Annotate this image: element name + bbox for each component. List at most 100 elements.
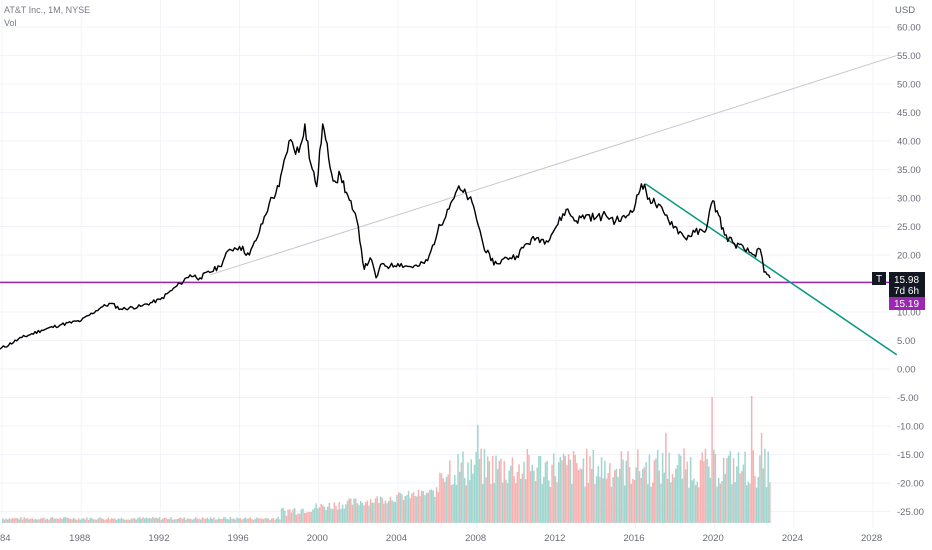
volume-bar bbox=[524, 479, 527, 523]
volume-bar bbox=[736, 466, 738, 523]
volume-bar bbox=[308, 512, 311, 523]
volume-bar bbox=[209, 517, 212, 523]
x-axis[interactable]: 84 1988 1992 1996 2000 2004 2008 2012 2016 2020 20… bbox=[0, 533, 882, 544]
volume-bar bbox=[143, 518, 146, 523]
y-tick-label: 20.00 bbox=[897, 251, 921, 262]
trend-line[interactable] bbox=[644, 183, 898, 356]
volume-bar bbox=[513, 476, 515, 523]
volume-bar bbox=[330, 508, 332, 523]
volume-bar bbox=[678, 453, 680, 523]
volume-bar bbox=[59, 517, 62, 523]
volume-bar bbox=[463, 477, 466, 523]
volume-bar bbox=[391, 500, 393, 523]
trend-segment[interactable] bbox=[644, 183, 898, 356]
volume-bar bbox=[289, 509, 291, 523]
volume-bar bbox=[54, 518, 57, 523]
volume-bar bbox=[698, 487, 700, 523]
volume-bar bbox=[455, 484, 458, 523]
volume-bar bbox=[38, 519, 40, 523]
volume-bar bbox=[749, 483, 751, 523]
ray-line[interactable] bbox=[209, 55, 897, 276]
volume-bar bbox=[145, 517, 148, 523]
volume-bar bbox=[274, 519, 276, 523]
volume-bar bbox=[615, 468, 618, 523]
chart-legend[interactable]: AT&T Inc., 1M, NYSE Vol bbox=[4, 4, 90, 30]
volume-bar bbox=[16, 518, 19, 523]
volume-bar bbox=[714, 453, 717, 523]
volume-bar bbox=[153, 517, 156, 523]
volume-bar bbox=[346, 500, 349, 523]
volume-bar bbox=[556, 482, 558, 523]
volume-bar bbox=[325, 509, 327, 523]
volume-bar bbox=[604, 460, 606, 523]
volume-bar bbox=[298, 513, 301, 523]
volume-bar bbox=[285, 515, 288, 523]
volume-bar bbox=[310, 511, 312, 523]
volume-bar bbox=[331, 509, 334, 523]
volume-bar bbox=[632, 478, 634, 523]
volume-bar bbox=[33, 519, 35, 523]
volume-bar bbox=[468, 480, 471, 523]
volume-bar bbox=[505, 479, 507, 523]
volume-bar bbox=[605, 478, 608, 523]
volume-bar bbox=[105, 519, 108, 523]
volume-bar bbox=[709, 477, 712, 523]
volume-bar bbox=[444, 481, 446, 523]
volume-bar bbox=[350, 498, 352, 523]
volume-bar bbox=[427, 492, 430, 523]
volume-bar bbox=[239, 518, 242, 523]
volume-bar bbox=[711, 396, 713, 523]
x-tick-label: 2016 bbox=[623, 533, 644, 544]
volume-bar bbox=[160, 519, 162, 523]
volume-bar bbox=[602, 478, 604, 523]
x-tick-label: 2028 bbox=[861, 533, 882, 544]
volume-bar bbox=[71, 519, 73, 523]
volume-label[interactable]: Vol bbox=[4, 18, 17, 28]
volume-bar bbox=[404, 496, 407, 523]
volume-bar bbox=[254, 518, 256, 523]
volume-bar bbox=[673, 477, 675, 523]
volume-bar bbox=[633, 480, 636, 523]
volume-bar bbox=[744, 451, 746, 523]
ray-segment[interactable] bbox=[209, 55, 897, 276]
volume-bar bbox=[23, 517, 25, 523]
volume-bar bbox=[13, 518, 16, 523]
volume-bar bbox=[571, 483, 573, 523]
x-tick-label: 2004 bbox=[386, 533, 407, 544]
volume-bar bbox=[696, 481, 698, 523]
volume-bar bbox=[620, 451, 623, 523]
volume-bar bbox=[745, 485, 748, 523]
volume-bar bbox=[595, 476, 598, 523]
volume-bar bbox=[590, 469, 593, 523]
volume-bar bbox=[594, 484, 596, 523]
volume-bar bbox=[516, 471, 519, 523]
volume-bar bbox=[706, 459, 708, 523]
volume-bar bbox=[739, 473, 741, 523]
volume-bar bbox=[684, 469, 687, 523]
volume-bar bbox=[163, 517, 166, 523]
volume-bar bbox=[386, 503, 388, 523]
volume-bar bbox=[190, 518, 192, 523]
volume-bar bbox=[379, 496, 382, 523]
volume-bar bbox=[567, 454, 570, 523]
volume-bar bbox=[351, 504, 354, 523]
symbol-title[interactable]: AT&T Inc., 1M, NYSE bbox=[4, 5, 91, 15]
volume-bar bbox=[186, 518, 189, 523]
volume-bar bbox=[564, 455, 567, 523]
volume-bar bbox=[39, 518, 42, 523]
volume-bar bbox=[130, 518, 133, 523]
volume-bar bbox=[541, 483, 543, 523]
volume-bar bbox=[503, 461, 505, 523]
y-axis[interactable]: USD 60.00 55.00 50.00 45.00 40.00 35.00 30.00 2… bbox=[895, 5, 924, 518]
volume-bar bbox=[665, 432, 667, 523]
volume-bar bbox=[178, 518, 181, 523]
volume-bar bbox=[166, 519, 169, 523]
volume-bar bbox=[647, 484, 649, 523]
volume-bar bbox=[609, 463, 611, 523]
volume-bar bbox=[661, 453, 664, 523]
x-tick-label: 84 bbox=[0, 533, 11, 544]
volume-bar bbox=[317, 508, 319, 523]
volume-bar bbox=[340, 508, 342, 523]
volume-bar bbox=[358, 505, 360, 523]
